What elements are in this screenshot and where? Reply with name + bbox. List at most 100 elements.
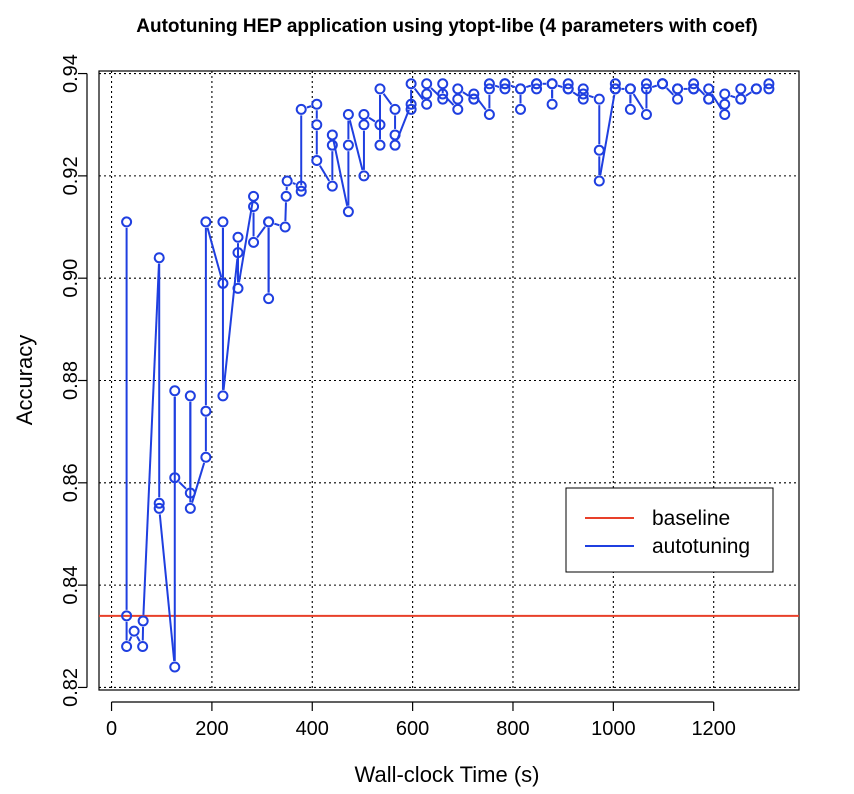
autotuning-segment (368, 116, 376, 123)
autotuning-point (389, 103, 401, 115)
autotuning-point (421, 88, 433, 100)
autotuning-point (358, 119, 370, 131)
autotuning-point (577, 93, 589, 105)
autotuning-point (342, 206, 354, 218)
autotuning-point (421, 98, 433, 110)
autotuning-point (342, 108, 354, 120)
autotuning-segment (494, 84, 500, 88)
x-tick-label: 200 (195, 718, 228, 740)
autotuning-point (263, 293, 275, 305)
autotuning-point (688, 83, 700, 95)
autotuning-point (763, 78, 775, 90)
autotuning-segment (292, 182, 296, 185)
autotuning-segment (510, 84, 516, 88)
autotuning-point (483, 78, 495, 90)
autotuning-point (593, 175, 605, 187)
autotuning-point (735, 83, 747, 95)
autotuning-segment (632, 93, 645, 110)
y-tick-label: 0.94 (60, 54, 82, 93)
autotuning-point (562, 78, 574, 90)
autotuning-point (137, 641, 149, 653)
autotuning-point (232, 231, 244, 243)
autotuning-point (263, 216, 275, 228)
autotuning-segment (128, 636, 133, 642)
autotuning-point (609, 83, 621, 95)
autotuning-segment (348, 120, 364, 171)
autotuning-point (184, 502, 196, 514)
autotuning-point (672, 83, 684, 95)
autotuning-point (499, 83, 511, 95)
autotuning-point (121, 216, 133, 228)
autotuning-segment (462, 91, 470, 97)
autotuning-point (452, 83, 464, 95)
autotuning-point (217, 277, 229, 289)
autotuning-point (217, 390, 229, 402)
autotuning-segment (274, 222, 280, 227)
autotuning-point (499, 78, 511, 90)
chart-title: Autotuning HEP application using ytopt-l… (136, 16, 757, 37)
y-tick-label: 0.90 (60, 259, 82, 298)
autotuning-point (452, 93, 464, 105)
autotuning-point (750, 83, 762, 95)
autotuning-point (593, 93, 605, 105)
grid-lines (99, 71, 799, 690)
autotuning-point (232, 282, 244, 294)
autotuning-point (248, 201, 260, 213)
autotuning-point (452, 103, 464, 115)
autotuning-point (358, 108, 370, 120)
x-axis-label: Wall-clock Time (s) (355, 762, 540, 787)
autotuning-point (657, 78, 669, 90)
legend: baseline autotuning (565, 487, 774, 573)
autotuning-point (200, 451, 212, 463)
autotuning-segment (651, 84, 658, 89)
autotuning-segment (136, 635, 141, 642)
x-tick-label: 600 (396, 718, 429, 740)
autotuning-point (326, 180, 338, 192)
autotuning-point (184, 390, 196, 402)
autotuning-point (593, 144, 605, 156)
autotuning-point (546, 78, 558, 90)
autotuning-point (374, 139, 386, 151)
autotuning-point (405, 98, 417, 110)
y-axis: 0.82 0.84 0.86 0.88 0.90 0.92 0.94 (60, 54, 88, 707)
autotuning-segment (557, 84, 563, 89)
autotuning-point (577, 83, 589, 95)
autotuning-point (326, 129, 338, 141)
autotuning-point (121, 610, 133, 622)
autotuning-segment (158, 514, 176, 662)
autotuning-point (703, 93, 715, 105)
autotuning-point (389, 129, 401, 141)
autotuning-point (374, 119, 386, 131)
autotuning-segment (430, 87, 440, 96)
plot-frame (98, 70, 800, 691)
autotuning-segment (284, 202, 287, 222)
y-tick-label: 0.86 (60, 463, 82, 502)
autotuning-point (483, 108, 495, 120)
autotuning-segment (413, 87, 424, 101)
autotuning-segment (238, 202, 254, 283)
autotuning-point (153, 252, 165, 264)
autotuning-segment (730, 94, 736, 99)
autotuning-point (515, 103, 527, 115)
autotuning-point (121, 641, 133, 653)
x-tick-label: 1000 (591, 718, 636, 740)
autotuning-point (531, 83, 543, 95)
autotuning-segment (256, 226, 266, 239)
autotuning-point (358, 170, 370, 182)
autotuning-segment (382, 93, 393, 106)
autotuning-point (421, 78, 433, 90)
autotuning-segment (745, 91, 752, 97)
autotuning-segment (572, 91, 579, 97)
autotuning-point (546, 98, 558, 110)
autotuning-point (640, 83, 652, 95)
autotuning-point (248, 236, 260, 248)
autotuning-segment (319, 165, 331, 182)
autotuning-point (763, 83, 775, 95)
autotuning-series (121, 78, 775, 673)
autotuning-point (719, 98, 731, 110)
autotuning-point (483, 83, 495, 95)
x-axis: 0 200 400 600 800 1000 1200 (106, 701, 736, 740)
autotuning-point (279, 221, 291, 233)
